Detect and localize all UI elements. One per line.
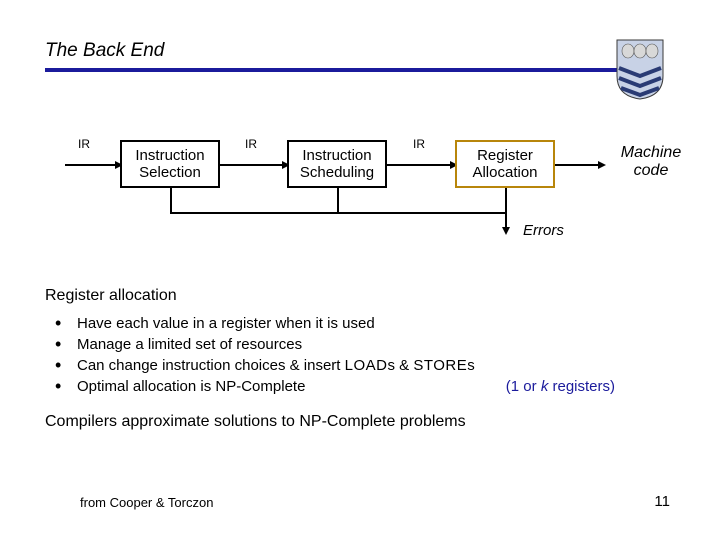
list-item: Optimal allocation is NP-Complete (1 or …	[55, 378, 675, 395]
out-line: Machine	[611, 144, 691, 162]
box-line: Selection	[122, 164, 218, 181]
text: Can change instruction choices & insert	[77, 357, 345, 374]
errors-label: Errors	[523, 222, 564, 239]
crest-logo	[615, 38, 665, 100]
pipeline-diagram: IR IR IR Instruction Selection Instructi…	[45, 132, 675, 262]
text: s	[467, 357, 475, 374]
box-instruction-scheduling: Instruction Scheduling	[287, 140, 387, 188]
text: registers)	[548, 378, 615, 395]
box-instruction-selection: Instruction Selection	[120, 140, 220, 188]
bullet-list: Have each value in a register when it is…	[55, 315, 675, 395]
smallcaps: STORE	[413, 357, 467, 374]
ir-label-3: IR	[413, 137, 425, 151]
box-line: Register	[457, 147, 553, 164]
box-line: Allocation	[457, 164, 553, 181]
text: s &	[388, 357, 414, 374]
page-number: 11	[654, 493, 670, 510]
text: (1 or	[506, 378, 541, 395]
output-label: Machine code	[611, 144, 691, 180]
list-item: Can change instruction choices & insert …	[55, 357, 675, 374]
ir-label-2: IR	[245, 137, 257, 151]
ir-label-1: IR	[78, 137, 90, 151]
smallcaps: LOAD	[345, 357, 388, 374]
out-line: code	[611, 162, 691, 180]
closing-text: Compilers approximate solutions to NP-Co…	[45, 413, 675, 431]
text: Optimal allocation is NP-Complete	[77, 378, 305, 395]
box-register-allocation: Register Allocation	[455, 140, 555, 188]
list-item: Manage a limited set of resources	[55, 336, 675, 353]
box-line: Instruction	[289, 147, 385, 164]
title-rule	[45, 68, 625, 72]
section-heading: Register allocation	[45, 287, 675, 305]
box-line: Scheduling	[289, 164, 385, 181]
box-line: Instruction	[122, 147, 218, 164]
page-title: The Back End	[45, 40, 675, 62]
aside-note: (1 or k registers)	[506, 378, 615, 395]
footer-attribution: from Cooper & Torczon	[80, 495, 213, 510]
list-item: Have each value in a register when it is…	[55, 315, 675, 332]
